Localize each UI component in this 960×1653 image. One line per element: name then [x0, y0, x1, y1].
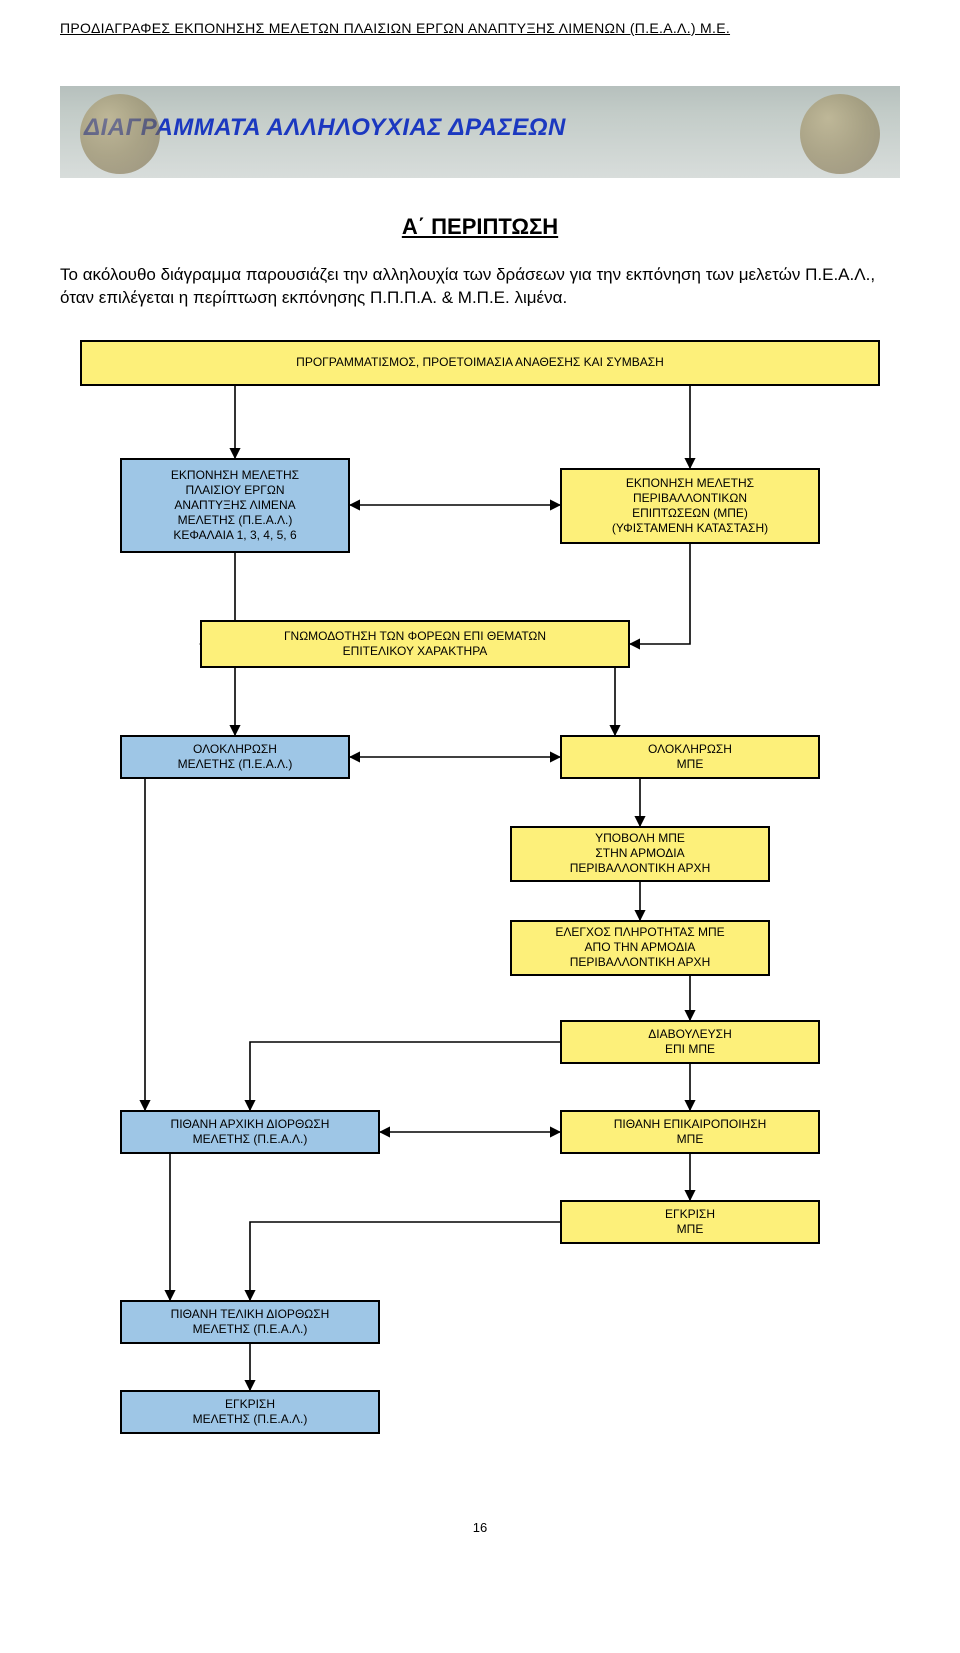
- flow-box-n12: ΕΓΚΡΙΣΗΜΠΕ: [560, 1200, 820, 1244]
- flow-edge: [250, 1222, 560, 1300]
- banner: ΔΙΑΓΡΑΜΜΑΤΑ ΑΛΛΗΛΟΥΧΙΑΣ ΔΡΑΣΕΩΝ: [60, 86, 900, 178]
- emblem-left: [80, 94, 160, 174]
- page-number: 16: [60, 1520, 900, 1535]
- flow-box-n2: ΕΚΠΟΝΗΣΗ ΜΕΛΕΤΗΣΠΛΑΙΣΙΟΥ ΕΡΓΩΝΑΝΑΠΤΥΞΗΣ …: [120, 458, 350, 553]
- case-title: Α΄ ΠΕΡΙΠΤΩΣΗ: [60, 214, 900, 240]
- banner-title: ΔΙΑΓΡΑΜΜΑΤΑ ΑΛΛΗΛΟΥΧΙΑΣ ΔΡΑΣΕΩΝ: [84, 114, 876, 142]
- flow-box-n4: ΓΝΩΜΟΔΟΤΗΣΗ ΤΩΝ ΦΟΡΕΩΝ ΕΠΙ ΘΕΜΑΤΩΝΕΠΙΤΕΛ…: [200, 620, 630, 668]
- flow-box-n7: ΥΠΟΒΟΛΗ ΜΠΕΣΤΗΝ ΑΡΜΟΔΙΑΠΕΡΙΒΑΛΛΟΝΤΙΚΗ ΑΡ…: [510, 826, 770, 882]
- flow-edge: [630, 544, 690, 644]
- flow-box-n6: ΟΛΟΚΛΗΡΩΣΗΜΠΕ: [560, 735, 820, 779]
- flow-box-n5: ΟΛΟΚΛΗΡΩΣΗΜΕΛΕΤΗΣ (Π.Ε.Α.Λ.): [120, 735, 350, 779]
- flow-box-n13: ΠΙΘΑΝΗ ΤΕΛΙΚΗ ΔΙΟΡΘΩΣΗΜΕΛΕΤΗΣ (Π.Ε.Α.Λ.): [120, 1300, 380, 1344]
- flow-box-n3: ΕΚΠΟΝΗΣΗ ΜΕΛΕΤΗΣΠΕΡΙΒΑΛΛΟΝΤΙΚΩΝΕΠΙΠΤΩΣΕΩ…: [560, 468, 820, 544]
- flow-box-n1: ΠΡΟΓΡΑΜΜΑΤΙΣΜΟΣ, ΠΡΟΕΤΟΙΜΑΣΙΑ ΑΝΑΘΕΣΗΣ Κ…: [80, 340, 880, 386]
- flow-box-n10: ΠΙΘΑΝΗ ΑΡΧΙΚΗ ΔΙΟΡΘΩΣΗΜΕΛΕΤΗΣ (Π.Ε.Α.Λ.): [120, 1110, 380, 1154]
- flow-box-n8: ΕΛΕΓΧΟΣ ΠΛΗΡΟΤΗΤΑΣ ΜΠΕΑΠΟ ΤΗΝ ΑΡΜΟΔΙΑΠΕΡ…: [510, 920, 770, 976]
- flow-box-n11: ΠΙΘΑΝΗ ΕΠΙΚΑΙΡΟΠΟΙΗΣΗΜΠΕ: [560, 1110, 820, 1154]
- flowchart: ΠΡΟΓΡΑΜΜΑΤΙΣΜΟΣ, ΠΡΟΕΤΟΙΜΑΣΙΑ ΑΝΑΘΕΣΗΣ Κ…: [60, 340, 900, 1490]
- emblem-right: [800, 94, 880, 174]
- flow-edge: [250, 1042, 560, 1110]
- flow-box-n9: ΔΙΑΒΟΥΛΕΥΣΗΕΠΙ ΜΠΕ: [560, 1020, 820, 1064]
- intro-paragraph: Το ακόλουθο διάγραμμα παρουσιάζει την αλ…: [60, 264, 900, 310]
- page-header: ΠΡΟΔΙΑΓΡΑΦΕΣ ΕΚΠΟΝΗΣΗΣ ΜΕΛΕΤΩΝ ΠΛΑΙΣΙΩΝ …: [60, 20, 900, 36]
- flow-box-n14: ΕΓΚΡΙΣΗΜΕΛΕΤΗΣ (Π.Ε.Α.Λ.): [120, 1390, 380, 1434]
